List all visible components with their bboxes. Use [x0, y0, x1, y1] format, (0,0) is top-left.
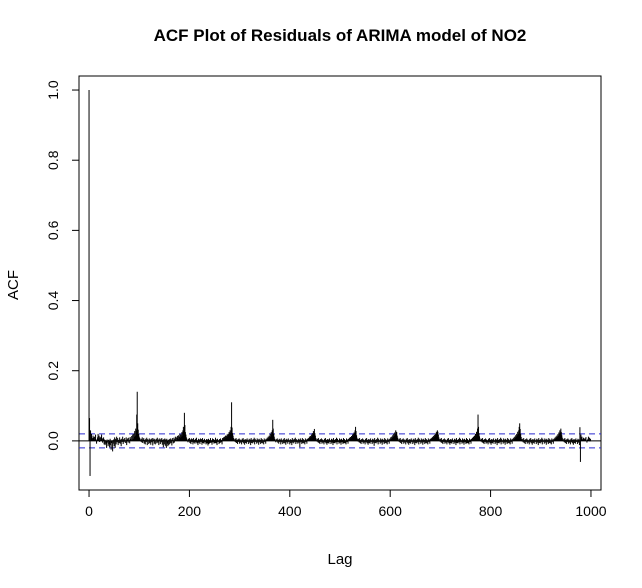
chart-title: ACF Plot of Residuals of ARIMA model of … [154, 26, 527, 45]
x-tick-label: 0 [85, 503, 93, 519]
x-tick-label: 600 [379, 503, 403, 519]
x-axis-label: Lag [327, 551, 352, 568]
y-tick-label: 0.8 [45, 150, 61, 170]
plot-frame [78, 75, 602, 491]
x-tick-label: 400 [278, 503, 302, 519]
y-tick-label: 1.0 [45, 80, 61, 100]
y-tick-label: 0.4 [45, 291, 61, 311]
y-axis: 0.0 0.2 0.4 0.6 0.8 1.0 [45, 80, 80, 451]
acf-spikes [88, 90, 592, 476]
x-tick-label: 800 [479, 503, 503, 519]
y-tick-label: 0.6 [45, 220, 61, 240]
x-tick-label: 1000 [575, 503, 606, 519]
confidence-bounds [79, 433, 601, 449]
y-axis-label: ACF [5, 270, 22, 300]
y-tick-label: 0.0 [45, 431, 61, 451]
y-tick-label: 0.2 [45, 361, 61, 381]
x-tick-label: 200 [178, 503, 202, 519]
x-axis: 0 200 400 600 800 1000 [85, 489, 607, 519]
